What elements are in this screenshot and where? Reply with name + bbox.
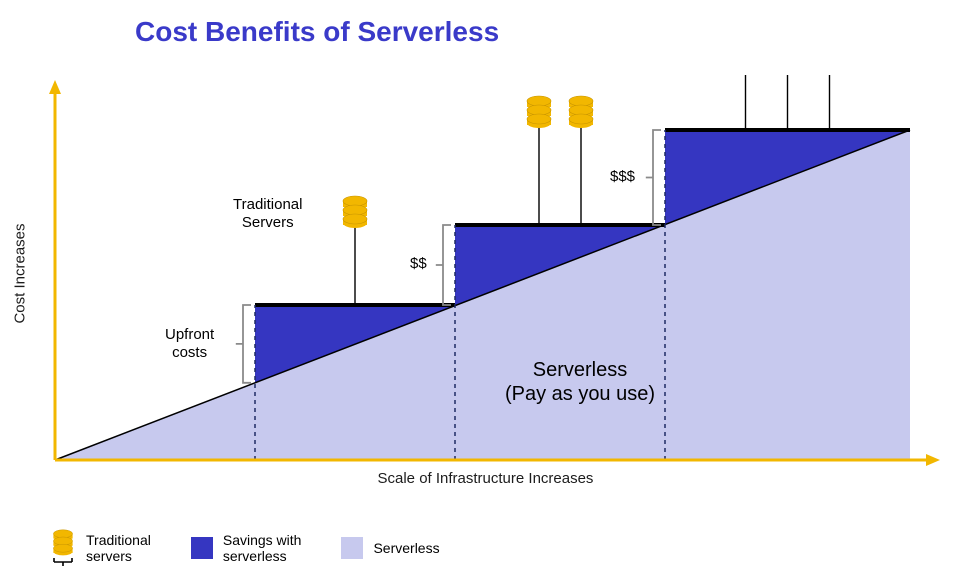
legend-item: Serverless (341, 537, 439, 559)
serverless-center-label: Serverless (Pay as you use) (480, 358, 680, 406)
cost-label-step2: $$ (410, 255, 427, 273)
legend-item: Traditionalservers (50, 528, 151, 568)
upfront-costs-label: Upfrontcosts (165, 326, 214, 362)
chart-title: Cost Benefits of Serverless (135, 16, 499, 48)
x-axis-label: Scale of Infrastructure Increases (378, 470, 594, 487)
cost-diagram (40, 75, 945, 475)
legend-item: Savings withserverless (191, 532, 302, 564)
traditional-servers-label: TraditionalServers (233, 196, 302, 232)
legend-swatch (191, 537, 213, 559)
legend-label: Serverless (373, 540, 439, 556)
legend-label: Traditionalservers (86, 532, 151, 564)
y-axis-label: Cost Increases (12, 214, 29, 334)
server-icon (50, 528, 76, 568)
legend-label: Savings withserverless (223, 532, 302, 564)
legend-swatch (341, 537, 363, 559)
legend: Traditionalservers Savings withserverless… (50, 528, 440, 568)
cost-label-step3: $$$ (610, 168, 635, 186)
serverless-line1: Serverless (480, 358, 680, 382)
serverless-line2: (Pay as you use) (480, 382, 680, 406)
